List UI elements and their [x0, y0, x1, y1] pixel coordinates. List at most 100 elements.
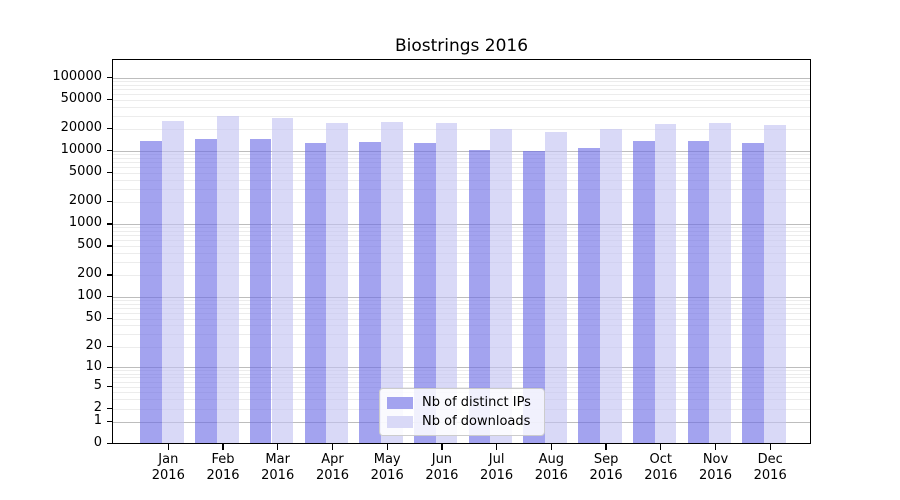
y-tick-mark: [106, 201, 113, 203]
x-tick-label: Feb 2016: [193, 452, 253, 483]
gridline-minor: [113, 80, 810, 82]
gridline-major: [113, 77, 810, 79]
gridline-minor: [113, 201, 810, 203]
gridline-minor: [113, 93, 810, 95]
y-tick-mark: [106, 317, 113, 320]
x-tick-label: Aug 2016: [521, 452, 581, 483]
gridline-minor: [113, 84, 810, 86]
bar-nb-of-distinct-ips-aug: [523, 151, 546, 443]
x-tick-label-year: 2016: [261, 467, 295, 483]
gridline-minor: [113, 318, 810, 320]
legend-label-distinct-ips: Nb of distinct IPs: [422, 395, 531, 410]
y-tick-mark: [106, 128, 113, 130]
y-tick-label: 20: [85, 338, 102, 354]
y-tick-label: 200: [77, 266, 102, 282]
gridline-minor: [113, 373, 810, 375]
bar-nb-of-distinct-ips-may: [359, 142, 381, 443]
bar-nb-of-distinct-ips-nov: [687, 140, 710, 443]
gridline-major: [113, 367, 810, 369]
gridline-minor: [113, 274, 810, 276]
bar-nb-of-downloads-oct: [654, 123, 677, 443]
y-tick-mark: [106, 245, 113, 247]
gridline-minor: [113, 346, 810, 348]
y-tick-mark: [106, 274, 113, 276]
x-tick-label: Dec 2016: [740, 452, 800, 483]
bar-nb-of-downloads-may: [381, 122, 403, 443]
bar-nb-of-distinct-ips-oct: [632, 141, 655, 443]
y-tick-label: 5000: [68, 164, 102, 180]
x-tick-mark: [167, 443, 169, 450]
gridline-minor: [113, 245, 810, 247]
gridline-minor: [113, 325, 810, 327]
gridline-minor: [113, 179, 810, 181]
gridline-minor: [113, 240, 810, 242]
gridline-minor: [113, 99, 810, 101]
x-tick-mark: [495, 443, 498, 450]
y-tick-mark: [106, 150, 113, 152]
x-tick-label-year: 2016: [370, 467, 404, 483]
y-tick-mark: [106, 296, 113, 298]
x-tick-mark: [331, 443, 334, 450]
bar-nb-of-downloads-feb: [216, 116, 239, 443]
y-tick-mark: [106, 385, 113, 388]
y-tick-label: 10: [85, 358, 102, 374]
gridline-minor: [113, 189, 810, 190]
gridline-minor: [113, 172, 810, 174]
gridline-minor: [113, 166, 810, 168]
y-tick-label: 20000: [60, 120, 102, 136]
gridline-minor: [113, 252, 810, 254]
x-tick-mark: [550, 443, 552, 450]
gridline-minor: [113, 386, 810, 388]
bar-nb-of-downloads-dec: [764, 125, 786, 443]
x-tick-label: Sep 2016: [576, 452, 636, 483]
gridline-minor: [113, 262, 810, 264]
gridline-minor: [113, 227, 810, 229]
x-tick-mark: [441, 443, 443, 450]
y-tick-mark: [106, 98, 113, 101]
gridline-minor: [113, 381, 810, 383]
bar-nb-of-downloads-aug: [545, 131, 567, 443]
x-tick-label: Jun 2016: [412, 452, 472, 483]
bar-nb-of-distinct-ips-mar: [249, 138, 272, 443]
y-tick-label: 2000: [68, 193, 102, 209]
bar-nb-of-distinct-ips-feb: [195, 138, 217, 443]
y-tick-mark: [106, 420, 113, 423]
legend-swatch-distinct-ips: [387, 396, 413, 409]
x-tick-label: May 2016: [357, 452, 417, 483]
x-tick-mark: [277, 443, 279, 450]
x-tick-label: Oct 2016: [631, 452, 691, 483]
gridline-major: [113, 223, 810, 225]
gridline-minor: [113, 88, 810, 90]
x-tick-label: Nov 2016: [686, 452, 746, 483]
gridline-minor: [113, 303, 810, 305]
x-tick-label-year: 2016: [753, 467, 787, 483]
y-tick-label: 50000: [60, 91, 102, 106]
y-tick-mark: [106, 442, 113, 445]
x-tick-label-year: 2016: [425, 467, 459, 483]
bar-nb-of-distinct-ips-sep: [578, 148, 600, 443]
x-tick-label: Apr 2016: [303, 452, 363, 483]
gridlines-layer: [113, 60, 810, 443]
gridline-minor: [113, 157, 810, 159]
gridline-minor: [113, 106, 810, 108]
y-tick-label: 2: [93, 400, 102, 416]
y-tick-mark: [106, 346, 113, 348]
bar-nb-of-downloads-sep: [599, 129, 622, 443]
bar-nb-of-downloads-jun: [435, 123, 458, 443]
x-tick-mark: [222, 443, 224, 450]
gridline-minor: [113, 162, 810, 163]
gridline-minor: [113, 115, 810, 117]
y-tick-mark: [106, 366, 113, 368]
x-tick-mark: [386, 443, 388, 450]
bar-nb-of-distinct-ips-jan: [140, 140, 163, 443]
bar-nb-of-downloads-apr: [326, 123, 349, 443]
x-tick-mark: [769, 443, 771, 450]
legend-item-distinct-ips: Nb of distinct IPs: [387, 393, 544, 412]
gridline-minor: [113, 312, 810, 314]
gridline-minor: [113, 377, 810, 379]
x-tick-mark: [605, 443, 607, 450]
x-tick-label-year: 2016: [589, 467, 623, 483]
gridline-minor: [113, 128, 810, 130]
legend-swatch-downloads: [387, 415, 413, 428]
y-tick-mark: [106, 76, 113, 79]
